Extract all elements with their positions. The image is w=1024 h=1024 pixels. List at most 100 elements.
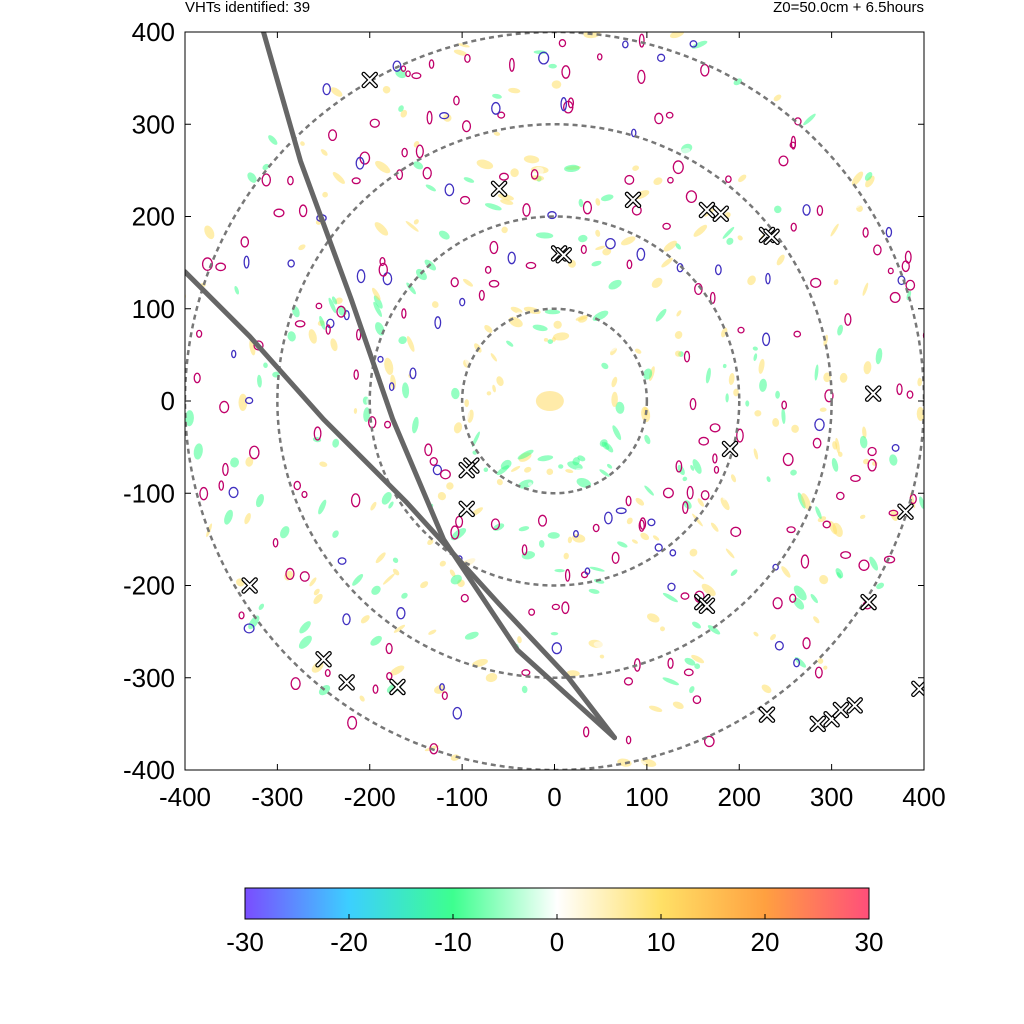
field-blob — [517, 449, 534, 460]
field-blob — [393, 219, 406, 231]
field-blob — [678, 446, 686, 459]
field-blob — [315, 628, 323, 636]
contour-loop — [709, 291, 716, 304]
contour-loop — [244, 396, 254, 405]
contour-loop — [382, 272, 393, 286]
contour-loop — [176, 340, 180, 345]
field-blob — [759, 378, 767, 392]
field-blob — [464, 399, 469, 408]
field-blob — [835, 437, 840, 454]
contour-loop — [424, 443, 433, 457]
contour-loop — [453, 95, 460, 106]
field-blob — [231, 586, 244, 603]
contour-loop — [824, 389, 834, 403]
contour-loop — [662, 487, 674, 499]
field-blob — [372, 287, 381, 301]
contour-loop — [698, 436, 710, 446]
contour-loop — [561, 65, 571, 79]
field-blob — [332, 530, 339, 538]
field-blob — [471, 431, 480, 447]
field-blob — [463, 177, 475, 183]
contour-loop — [411, 72, 422, 80]
field-blob — [791, 424, 799, 433]
contour-loop — [243, 255, 250, 269]
contour-loop — [395, 169, 404, 181]
field-blob — [722, 573, 732, 582]
field-blob — [446, 482, 454, 490]
field-blob — [362, 568, 372, 578]
field-blob — [382, 85, 391, 94]
field-blob — [421, 211, 427, 218]
field-blob — [384, 357, 394, 375]
field-blob — [463, 278, 474, 287]
contour-loop — [521, 669, 531, 677]
contour-loop — [683, 350, 691, 363]
contour-loop — [790, 222, 797, 232]
field-blob — [916, 406, 924, 422]
field-blob — [684, 657, 696, 666]
contour-loop — [896, 383, 903, 396]
field-blob — [663, 240, 677, 252]
contour-loop — [384, 420, 392, 429]
contour-loop — [342, 613, 351, 626]
field-blob — [584, 625, 603, 631]
field-blob — [472, 450, 477, 455]
field-blob — [810, 593, 819, 604]
vht-marker — [911, 680, 924, 698]
field-blob — [510, 168, 519, 178]
contour-loop — [222, 462, 229, 477]
contour-loop — [459, 195, 471, 205]
field-blob — [810, 394, 819, 408]
range-ring — [460, 307, 649, 495]
field-blob — [672, 493, 681, 503]
contour-loop — [904, 250, 912, 264]
field-blob — [508, 87, 521, 94]
contour-loop — [685, 190, 698, 204]
contour-loop — [455, 515, 464, 528]
field-blob — [332, 172, 345, 184]
field-blob — [320, 149, 328, 156]
contour-loop — [665, 111, 674, 119]
vht-marker — [721, 440, 739, 458]
field-blob — [371, 585, 381, 595]
contour-loop — [428, 59, 435, 69]
field-blob — [353, 407, 358, 414]
x-tick-label: 400 — [902, 782, 945, 812]
field-blob — [839, 430, 848, 440]
contour-loop — [567, 97, 575, 109]
contour-loop — [814, 418, 825, 432]
vht-marker — [338, 674, 355, 691]
field-blob — [584, 532, 594, 542]
contour-loop — [662, 222, 671, 230]
field-blob — [631, 539, 638, 544]
contour-loop — [850, 474, 861, 483]
field-blob — [601, 362, 609, 370]
field-blob — [651, 277, 663, 288]
contour-loop — [686, 485, 694, 500]
contour-loop — [315, 302, 323, 310]
field-blob — [389, 142, 399, 151]
field-blob — [919, 496, 924, 509]
x-tick-label: 100 — [625, 782, 668, 812]
field-blob — [876, 582, 885, 590]
field-blob — [496, 330, 506, 339]
x-tick-label: 200 — [718, 782, 761, 812]
field-blob — [401, 592, 408, 599]
field-blob — [450, 574, 462, 585]
contour-loop — [228, 486, 239, 499]
field-blob — [819, 407, 827, 412]
field-blob — [234, 285, 240, 295]
contour-loop — [243, 623, 255, 634]
contour-loop — [439, 683, 445, 691]
contour-loop — [444, 183, 455, 197]
contour-loop — [615, 507, 627, 515]
vht-marker — [490, 180, 508, 198]
storm-tracks — [185, 32, 617, 741]
contour-loop — [460, 593, 469, 603]
field-blob — [185, 291, 186, 300]
field-blob — [319, 461, 328, 467]
vht-marker — [315, 651, 332, 668]
field-blob — [358, 410, 363, 417]
field-blob — [752, 346, 758, 351]
field-blob — [693, 224, 708, 237]
